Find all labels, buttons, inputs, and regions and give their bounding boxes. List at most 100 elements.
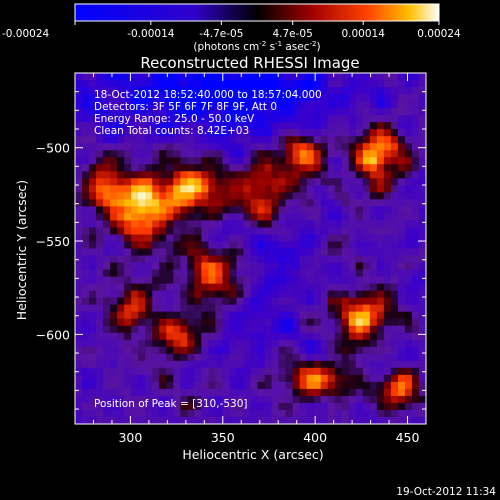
heatmap-cell xyxy=(89,80,97,88)
heatmap-cell xyxy=(257,129,266,137)
heatmap-cell xyxy=(166,129,174,137)
heatmap-cell xyxy=(271,73,280,81)
heatmap-cell xyxy=(159,311,167,320)
heatmap-cell xyxy=(369,360,378,369)
heatmap-cell xyxy=(418,416,426,424)
heatmap-cell xyxy=(355,115,364,123)
heatmap-cell xyxy=(271,290,280,299)
heatmap-cell xyxy=(229,325,238,334)
heatmap-cell xyxy=(124,241,132,250)
heatmap-cell xyxy=(131,122,139,130)
heatmap-cell xyxy=(404,199,413,207)
heatmap-cell xyxy=(257,332,266,341)
heatmap-cell xyxy=(215,374,224,383)
heatmap-cell xyxy=(362,108,371,116)
heatmap-cell xyxy=(103,381,111,390)
heatmap-cell xyxy=(243,241,252,250)
heatmap-cell xyxy=(404,73,413,81)
heatmap-cell xyxy=(418,171,426,179)
heatmap-cell xyxy=(418,262,426,271)
heatmap-cell xyxy=(362,178,371,186)
heatmap-cell xyxy=(96,255,104,264)
heatmap-cell xyxy=(180,353,188,362)
heatmap-cell xyxy=(285,311,294,320)
heatmap-cell xyxy=(376,136,385,144)
heatmap-cell xyxy=(376,290,385,299)
heatmap-cell xyxy=(292,262,301,271)
heatmap-cell xyxy=(397,192,406,200)
heatmap-cell xyxy=(327,73,336,81)
heatmap-cell xyxy=(383,255,392,264)
heatmap-cell xyxy=(201,87,209,95)
heatmap-cell xyxy=(271,101,280,109)
heatmap-cell xyxy=(327,80,336,88)
heatmap-cell xyxy=(348,108,357,116)
heatmap-cell xyxy=(369,199,378,207)
heatmap-cell xyxy=(173,416,181,424)
heatmap-cell xyxy=(208,227,216,236)
heatmap-cell xyxy=(285,395,294,404)
heatmap-cell xyxy=(404,339,413,348)
heatmap-cell xyxy=(110,388,118,397)
heatmap-cell xyxy=(327,87,336,95)
heatmap-cell xyxy=(110,297,118,306)
heatmap-cell xyxy=(208,297,216,306)
heatmap-cell xyxy=(285,206,294,214)
heatmap-cell xyxy=(145,241,153,250)
heatmap-cell xyxy=(383,192,392,200)
heatmap-cell xyxy=(145,234,153,243)
heatmap-cell xyxy=(243,283,252,292)
annotation-peak-position: Position of Peak = [310,-530] xyxy=(94,398,248,410)
heatmap-cell xyxy=(404,353,413,362)
heatmap-cell xyxy=(292,304,301,313)
heatmap-cell xyxy=(131,178,139,186)
heatmap-cell xyxy=(299,283,308,292)
heatmap-cell xyxy=(306,129,315,137)
heatmap-cell xyxy=(194,290,202,299)
heatmap-cell xyxy=(82,206,90,214)
heatmap-cell xyxy=(215,290,224,299)
heatmap-cell xyxy=(96,178,104,186)
heatmap-cell xyxy=(390,297,399,306)
heatmap-cell xyxy=(166,409,174,418)
heatmap-cell xyxy=(397,164,406,172)
heatmap-cell xyxy=(327,276,336,285)
heatmap-cell xyxy=(215,416,224,424)
heatmap-cell xyxy=(173,171,181,179)
heatmap-cell xyxy=(278,297,287,306)
heatmap-cell xyxy=(180,395,188,404)
heatmap-cell xyxy=(411,346,420,355)
heatmap-cell xyxy=(173,269,181,278)
heatmap-cell xyxy=(334,108,343,116)
heatmap-cell xyxy=(369,290,378,299)
heatmap-cell xyxy=(376,150,385,158)
heatmap-cell xyxy=(117,234,125,243)
heatmap-cell xyxy=(236,248,245,257)
heatmap-cell xyxy=(418,332,426,341)
heatmap-cell xyxy=(278,374,287,383)
heatmap-cell xyxy=(250,416,259,424)
heatmap-cell xyxy=(208,269,216,278)
heatmap-cell xyxy=(75,164,83,172)
heatmap-cell xyxy=(166,199,174,207)
heatmap-cell xyxy=(411,402,420,411)
heatmap-cell xyxy=(75,409,83,418)
heatmap-cell xyxy=(334,94,343,102)
heatmap-cell xyxy=(194,367,202,376)
heatmap-cell xyxy=(82,241,90,250)
heatmap-cell xyxy=(152,318,160,327)
heatmap-cell xyxy=(103,360,111,369)
heatmap-cell xyxy=(159,80,167,88)
heatmap-cell xyxy=(257,136,266,144)
heatmap-cell xyxy=(236,311,245,320)
heatmap-cell xyxy=(348,248,357,257)
heatmap-cell xyxy=(369,416,378,424)
heatmap-cell xyxy=(131,381,139,390)
heatmap-cell xyxy=(369,388,378,397)
heatmap-cell xyxy=(292,318,301,327)
heatmap-cell xyxy=(124,276,132,285)
heatmap-cell xyxy=(404,129,413,137)
heatmap-cell xyxy=(110,129,118,137)
heatmap-cell xyxy=(404,409,413,418)
heatmap-cell xyxy=(411,311,420,320)
